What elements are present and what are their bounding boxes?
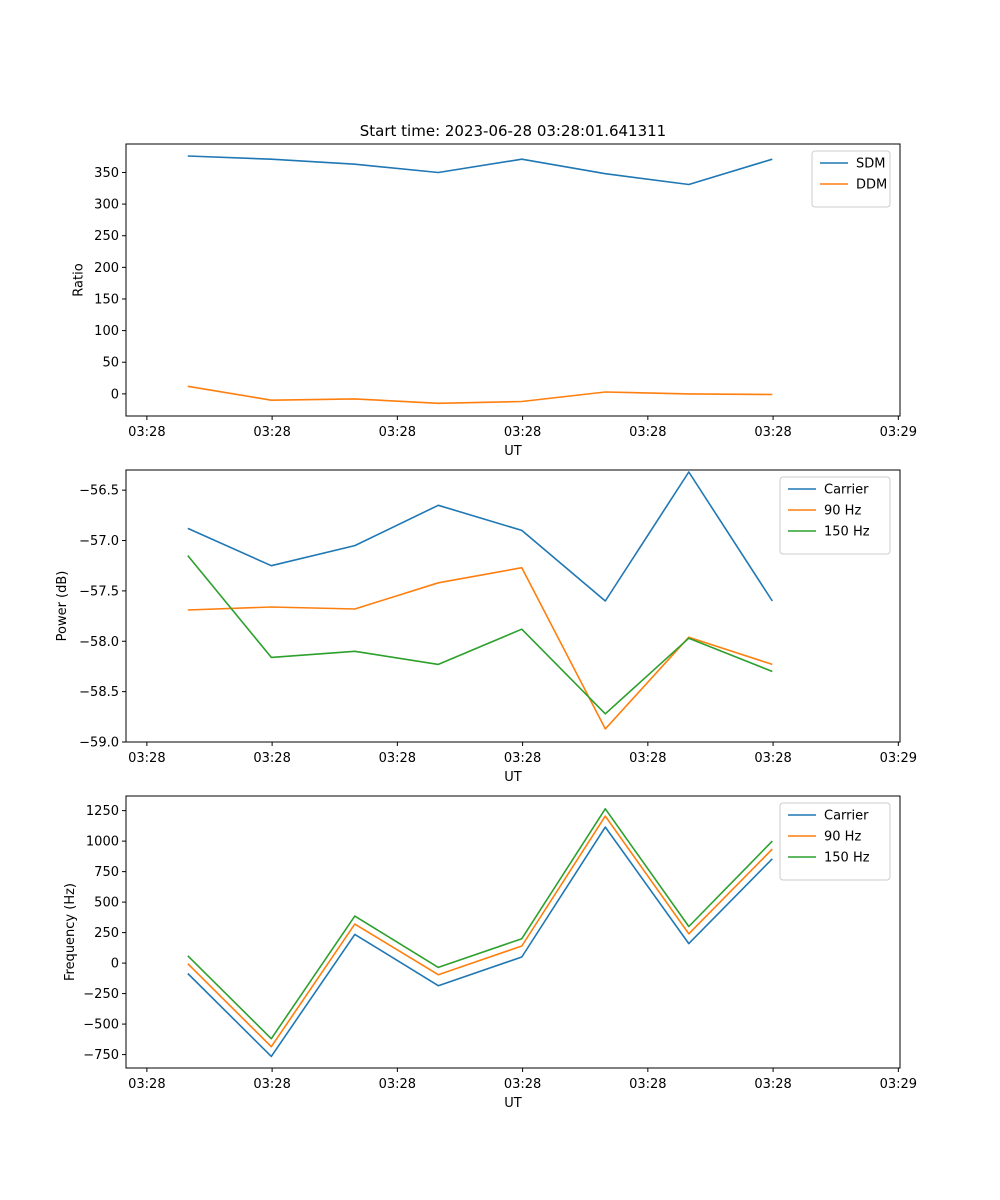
y-tick-label: 250 (94, 229, 119, 244)
y-tick-label: 1000 (86, 835, 119, 850)
legend-box (811, 150, 891, 208)
x-tick-label: 03:29 (880, 1077, 917, 1092)
series-line-2 (187, 815, 773, 1048)
y-tick-label: −500 (83, 1018, 119, 1033)
series-line-2 (187, 566, 773, 730)
axes-frame (125, 469, 901, 743)
series-line-1 (187, 826, 773, 1058)
x-tick-label: 03:28 (629, 751, 666, 766)
y-tick-label: 150 (94, 292, 119, 307)
legend-entry: 90 Hz (824, 830, 861, 845)
legend-entry: 150 Hz (824, 525, 870, 540)
legend-entry: 150 Hz (824, 851, 870, 866)
series-line-1 (187, 155, 773, 186)
y-tick-label: 250 (94, 926, 119, 941)
legend-box (779, 802, 891, 881)
legend: Carrier 90 Hz 150 Hz (779, 802, 891, 881)
y-tick-label: −58.5 (79, 685, 119, 700)
series-line-2 (187, 385, 773, 405)
x-tick-label: 03:28 (253, 425, 290, 440)
x-tick-label: 03:28 (128, 425, 165, 440)
series-line-3 (187, 555, 773, 715)
legend-entry: Carrier (824, 809, 869, 824)
x-tick-label: 03:28 (128, 751, 165, 766)
y-tick-label: 1250 (86, 804, 119, 819)
y-axis-label: Power (dB) (55, 571, 70, 642)
x-tick-label: 03:28 (754, 1077, 791, 1092)
y-tick-label: 0 (111, 387, 119, 402)
x-tick-label: 03:28 (128, 1077, 165, 1092)
panel-3: 03:28 03:28 03:28 03:28 03:28 03:28 03:29 −750 −… (63, 795, 917, 1111)
panels: 03:28 03:28 03:28 03:28 03:28 03:28 03:29 0 50 10… (55, 143, 917, 1111)
y-tick-label: −58.0 (79, 635, 119, 650)
x-tick-label: 03:28 (754, 751, 791, 766)
x-tick-label: 03:28 (253, 1077, 290, 1092)
legend-entry: SDM (856, 157, 885, 172)
y-tick-label: 750 (94, 865, 119, 880)
axes-frame (125, 143, 901, 417)
y-tick-label: 100 (94, 324, 119, 339)
y-tick-label: 0 (111, 957, 119, 972)
series-line-1 (187, 471, 773, 602)
y-tick-label: −56.5 (79, 484, 119, 499)
y-tick-label: −750 (83, 1048, 119, 1063)
legend-box (779, 476, 891, 555)
x-tick-label: 03:29 (880, 751, 917, 766)
x-tick-label: 03:28 (629, 425, 666, 440)
x-tick-label: 03:28 (379, 425, 416, 440)
y-tick-label: 350 (94, 166, 119, 181)
x-tick-label: 03:28 (629, 1077, 666, 1092)
y-tick-label: −59.0 (79, 736, 119, 751)
legend-entry: DDM (856, 178, 887, 193)
y-tick-label: 200 (94, 261, 119, 276)
axes-frame (125, 795, 901, 1069)
legend: Carrier 90 Hz 150 Hz (779, 476, 891, 555)
x-axis-label: UT (504, 770, 522, 785)
x-tick-label: 03:29 (880, 425, 917, 440)
y-tick-label: −250 (83, 987, 119, 1002)
x-tick-label: 03:28 (379, 1077, 416, 1092)
x-tick-label: 03:28 (754, 425, 791, 440)
legend: SDM DDM (811, 150, 891, 208)
legend-entry: 90 Hz (824, 504, 861, 519)
x-tick-label: 03:28 (504, 751, 541, 766)
y-tick-label: −57.0 (79, 534, 119, 549)
y-tick-label: 500 (94, 896, 119, 911)
panel-2: 03:28 03:28 03:28 03:28 03:28 03:28 03:29 −59.0… (55, 469, 917, 785)
y-axis-label: Frequency (Hz) (63, 883, 78, 981)
x-axis-label: UT (504, 1096, 522, 1111)
figure-title: Start time: 2023-06-28 03:28:01.641311 (360, 122, 666, 140)
panel-1: 03:28 03:28 03:28 03:28 03:28 03:28 03:29 0 50 10… (71, 143, 917, 459)
series-line-3 (187, 807, 773, 1040)
legend-entry: Carrier (824, 483, 869, 498)
x-tick-label: 03:28 (504, 1077, 541, 1092)
y-axis-label: Ratio (71, 263, 86, 296)
x-axis-label: UT (504, 444, 522, 459)
x-tick-label: 03:28 (379, 751, 416, 766)
x-tick-label: 03:28 (253, 751, 290, 766)
y-tick-label: −57.5 (79, 584, 119, 599)
y-tick-label: 50 (102, 356, 119, 371)
x-tick-label: 03:28 (504, 425, 541, 440)
y-tick-label: 300 (94, 198, 119, 213)
